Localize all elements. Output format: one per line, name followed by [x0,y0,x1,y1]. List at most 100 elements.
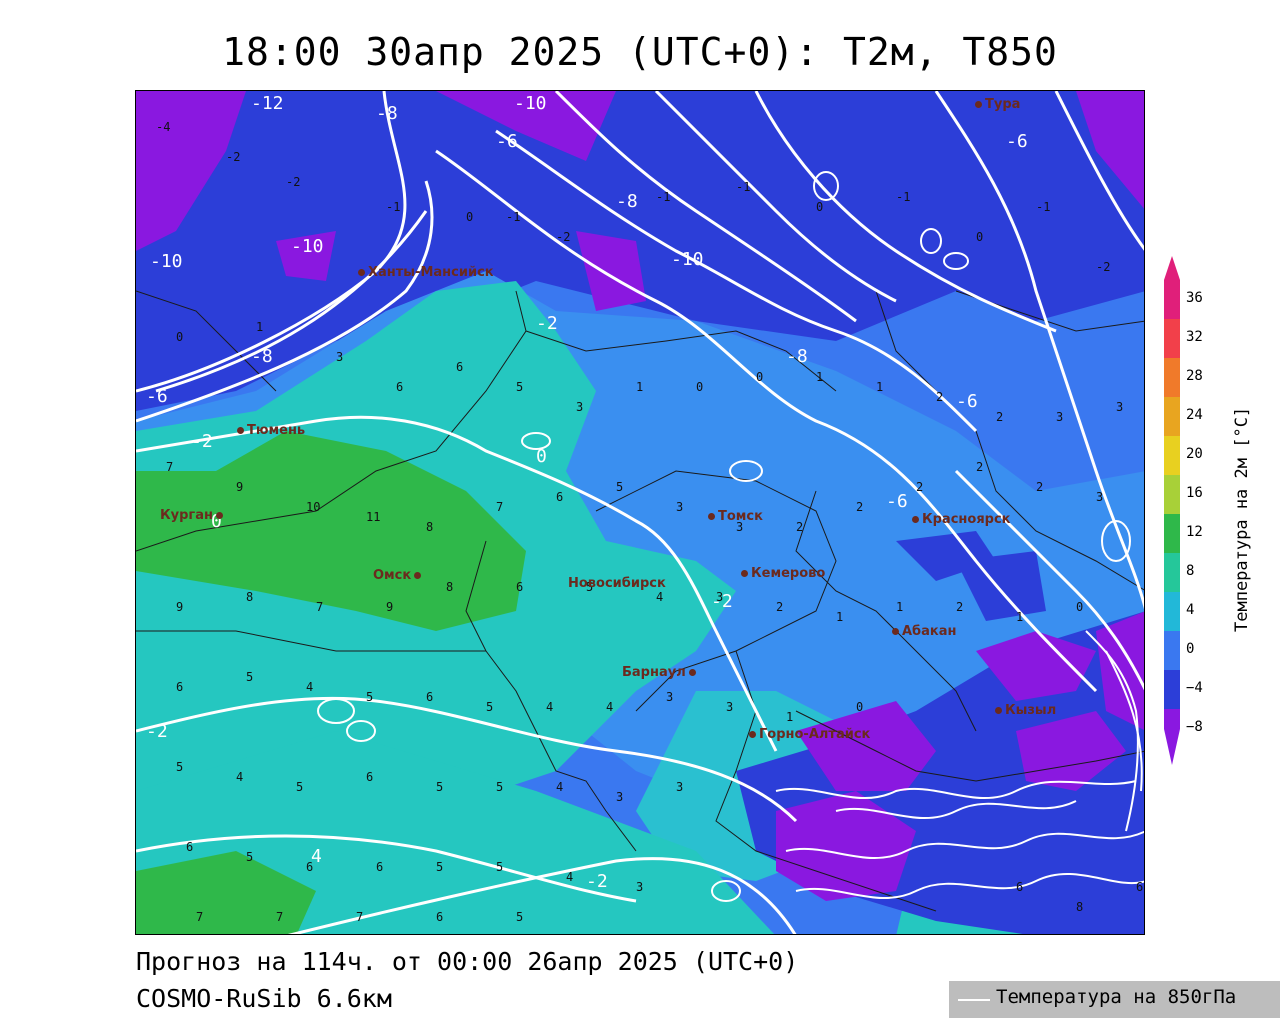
colorbar-tick: 4 [1186,602,1195,618]
svg-text:2: 2 [776,600,783,614]
svg-text:1: 1 [816,370,823,384]
svg-text:2: 2 [916,480,923,494]
svg-text:4: 4 [566,870,573,884]
svg-text:-1: -1 [896,190,910,204]
svg-text:0: 0 [976,230,983,244]
svg-text:1: 1 [836,610,843,624]
contour-label: -6 [496,131,518,152]
svg-text:3: 3 [1096,490,1103,504]
contour-label: -2 [536,313,558,334]
forecast-info: Прогноз на 114ч. от 00:00 26апр 2025 (UT… [136,947,799,976]
svg-text:5: 5 [496,860,503,874]
svg-text:6: 6 [436,910,443,924]
svg-text:10: 10 [306,500,320,514]
svg-text:3: 3 [616,790,623,804]
svg-text:9: 9 [236,480,243,494]
colorbar-tick: 36 [1186,290,1203,306]
city-barnaul: Барнаул [622,665,699,680]
svg-text:8: 8 [446,580,453,594]
svg-text:4: 4 [606,700,613,714]
svg-text:5: 5 [516,910,523,924]
contour-label: 4 [311,846,322,867]
svg-text:6: 6 [456,360,463,374]
svg-text:3: 3 [636,880,643,894]
city-marker-icon [912,516,919,523]
colorbar-tick: 32 [1186,329,1203,345]
svg-text:4: 4 [556,780,563,794]
colorbar-tick: 12 [1186,524,1203,540]
legend-line-swatch [958,999,990,1001]
city-tura: Тура [975,97,1020,112]
svg-text:1: 1 [876,380,883,394]
city-marker-icon [358,269,365,276]
svg-text:5: 5 [516,380,523,394]
svg-text:7: 7 [496,500,503,514]
svg-text:1: 1 [256,320,263,334]
city-marker-icon [995,707,1002,714]
colorbar-title: Температура на 2м [°C] [1232,406,1252,632]
contour-label: -6 [146,386,168,407]
contour-label: -8 [251,346,273,367]
city-marker-icon [414,572,422,579]
svg-text:-1: -1 [736,180,750,194]
colorbar-tick: 20 [1186,446,1203,462]
colorbar-tick: 28 [1186,368,1203,384]
svg-text:5: 5 [616,480,623,494]
svg-text:2: 2 [796,520,803,534]
legend-line-label: Температура на 850гПа [996,986,1237,1008]
colorbar-tick: 0 [1186,641,1195,657]
svg-text:0: 0 [816,200,823,214]
city-kemerovo: Кемерово [741,566,825,581]
svg-text:3: 3 [726,700,733,714]
city-marker-icon [892,628,899,635]
svg-text:2: 2 [956,600,963,614]
contour-label: -2 [146,721,168,742]
svg-text:8: 8 [426,520,433,534]
city-marker-icon [749,731,756,738]
city-novosibirsk: Новосибирск [568,576,666,591]
city-krasnoyarsk: Красноярск [912,512,1011,527]
svg-text:5: 5 [246,850,253,864]
svg-text:7: 7 [166,460,173,474]
svg-text:0: 0 [756,370,763,384]
temperature-map: -4 -2 -2 -1 0 -1 -2 -1 -1 0 -1 0 -1 -2 0 1 3 6 6 5 3 1… [135,90,1145,935]
colorbar-tick: 16 [1186,485,1203,501]
svg-text:3: 3 [1056,410,1063,424]
svg-text:6: 6 [556,490,563,504]
svg-text:5: 5 [436,860,443,874]
city-khanty-mansiysk: Ханты-Мансийск [358,265,494,280]
city-kurgan: Курган [160,508,226,523]
svg-text:6: 6 [366,770,373,784]
contour-label: -2 [586,871,608,892]
svg-text:-1: -1 [656,190,670,204]
city-kyzyl: Кызыл [995,703,1056,718]
svg-text:4: 4 [656,590,663,604]
svg-text:5: 5 [496,780,503,794]
svg-text:0: 0 [466,210,473,224]
svg-text:0: 0 [176,330,183,344]
map-title: 18:00 30апр 2025 (UTC+0): T2м, T850 [222,30,1058,74]
svg-text:-4: -4 [156,120,170,134]
contour-label: -10 [671,249,704,270]
city-gorno-altaysk: Горно-Алтайск [749,727,870,742]
colorbar-tick: 24 [1186,407,1203,423]
svg-text:2: 2 [976,460,983,474]
svg-text:6: 6 [396,380,403,394]
svg-text:5: 5 [586,580,593,594]
contour-label: -10 [291,236,324,257]
contour-label: -8 [786,346,808,367]
contour-label: -8 [376,103,398,124]
contour-label: -6 [1006,131,1028,152]
svg-text:-1: -1 [506,210,520,224]
city-marker-icon [708,513,715,520]
svg-text:0: 0 [696,380,703,394]
svg-text:0: 0 [856,700,863,714]
svg-text:6: 6 [1016,880,1023,894]
city-omsk: Омск [373,568,424,583]
contour-label: -2 [191,431,213,452]
map-fields: -4 -2 -2 -10 -1 -2 -1 -1 0 -10 -1 -2 0 1 3 6 6 5 3 1… [136,91,1144,934]
svg-text:-2: -2 [556,230,570,244]
svg-text:-2: -2 [1096,260,1110,274]
svg-text:9: 9 [386,600,393,614]
svg-text:9: 9 [176,600,183,614]
